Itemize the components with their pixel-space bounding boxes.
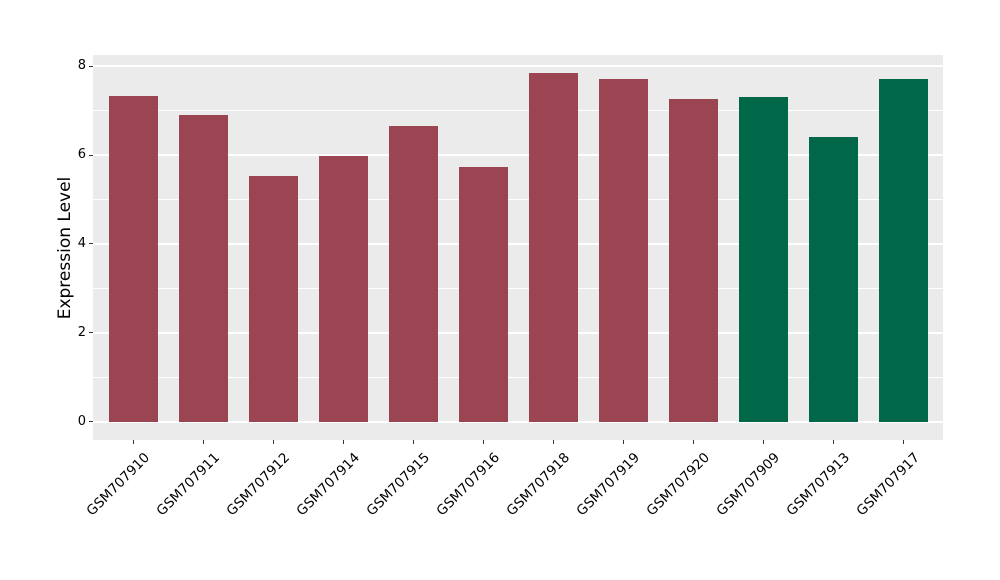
y-tick-mark (89, 154, 93, 156)
bar-GSM707920 (668, 99, 718, 422)
y-tick-label: 8 (77, 58, 86, 74)
major-gridline (93, 420, 943, 423)
y-tick-mark (89, 65, 93, 67)
y-tick-mark (89, 332, 93, 334)
x-tick-mark (762, 440, 764, 444)
y-tick-label: 0 (77, 413, 86, 429)
x-tick-mark (132, 440, 134, 444)
major-gridline (93, 242, 943, 245)
y-tick-label: 4 (77, 235, 86, 251)
plot-panel (93, 55, 943, 440)
bar-GSM707918 (528, 72, 578, 422)
major-gridline (93, 331, 943, 334)
x-tick-mark (832, 440, 834, 444)
bar-GSM707909 (738, 97, 788, 422)
x-tick-mark (342, 440, 344, 444)
bar-GSM707910 (108, 96, 158, 422)
bar-GSM707915 (388, 126, 438, 422)
bar-GSM707912 (248, 175, 298, 422)
minor-gridline (93, 198, 943, 200)
x-tick-mark (412, 440, 414, 444)
bar-GSM707914 (318, 156, 368, 422)
x-tick-mark (622, 440, 624, 444)
y-tick-mark (89, 421, 93, 423)
minor-gridline (93, 376, 943, 378)
bar-GSM707911 (178, 115, 228, 422)
x-tick-mark (202, 440, 204, 444)
minor-gridline (93, 110, 943, 112)
minor-gridline (93, 287, 943, 289)
y-tick-label: 2 (77, 324, 86, 340)
x-tick-mark (272, 440, 274, 444)
y-axis-title-text: Expression Level (55, 176, 75, 320)
bar-GSM707919 (598, 79, 648, 422)
y-tick-label: 6 (77, 147, 86, 163)
bar-GSM707913 (808, 136, 858, 422)
major-gridline (93, 65, 943, 68)
x-tick-mark (482, 440, 484, 444)
x-tick-label: GSM707910 (83, 449, 154, 520)
bar-GSM707917 (878, 79, 928, 422)
x-tick-mark (552, 440, 554, 444)
x-tick-mark (902, 440, 904, 444)
major-gridline (93, 154, 943, 157)
y-tick-mark (89, 243, 93, 245)
x-tick-mark (692, 440, 694, 444)
bar-GSM707916 (458, 167, 508, 422)
